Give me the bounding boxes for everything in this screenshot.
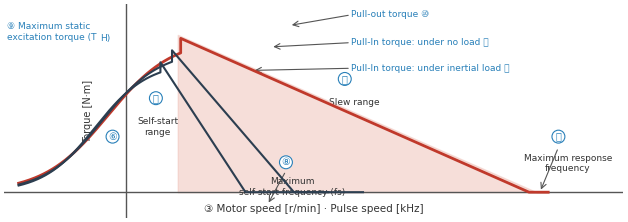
Text: H): H) <box>100 34 111 43</box>
Text: ⑨ Maximum static
excitation torque (T: ⑨ Maximum static excitation torque (T <box>8 22 97 42</box>
Text: Pull-out torque ⑩: Pull-out torque ⑩ <box>351 10 429 19</box>
Text: Pull-In torque: under no load ⑪: Pull-In torque: under no load ⑪ <box>351 38 489 47</box>
Text: Torque [N·m]: Torque [N·m] <box>83 79 93 143</box>
Text: ⑮: ⑮ <box>556 132 561 142</box>
Text: Maximum
self-start frequency (fs): Maximum self-start frequency (fs) <box>239 177 345 197</box>
Text: ⑥: ⑥ <box>108 132 117 142</box>
Text: ⑬: ⑬ <box>153 93 159 103</box>
Text: ⑧: ⑧ <box>281 157 290 167</box>
Text: Pull-In torque: under inertial load ⑫: Pull-In torque: under inertial load ⑫ <box>351 64 509 73</box>
Text: Slew range: Slew range <box>328 98 379 107</box>
Text: Self-start
range: Self-start range <box>137 117 178 137</box>
Text: ③ Motor speed [r/min] · Pulse speed [kHz]: ③ Motor speed [r/min] · Pulse speed [kHz… <box>204 204 424 214</box>
Text: ⑭: ⑭ <box>342 74 348 84</box>
Text: Maximum response
frequency: Maximum response frequency <box>524 154 612 173</box>
